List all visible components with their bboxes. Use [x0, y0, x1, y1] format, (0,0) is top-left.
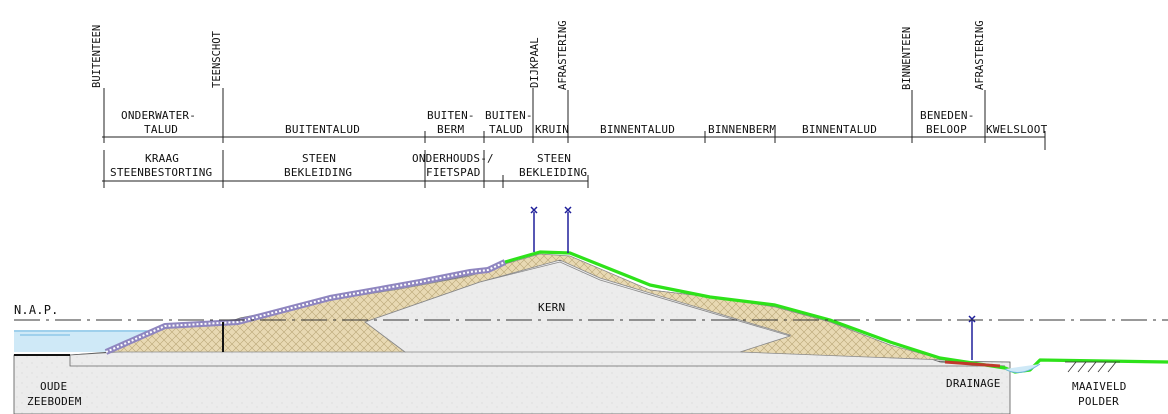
kwelsloot-water — [1004, 363, 1041, 374]
label-onderwatertalud-1: ONDERWATER- — [121, 109, 196, 122]
kern-region — [364, 261, 792, 353]
drainage — [944, 360, 1001, 368]
label-kraag-2: STEENBESTORTING — [110, 166, 212, 179]
label-steen-2: BEKLEIDING — [284, 166, 352, 179]
label-binnentalud-1: BINNENTALUD — [600, 123, 675, 136]
dimension-row-1: ONDERWATER- TALUD BUITENTALUD BUITEN- BE… — [102, 109, 1048, 150]
label-maaiveld-1: MAAIVELD — [1072, 380, 1127, 393]
label-buitentalud2-2: TALUD — [489, 123, 523, 136]
label-oude-zeebodem-1: OUDE — [40, 380, 67, 393]
label-buitentalud: BUITENTALUD — [285, 123, 360, 136]
label-steen2-2: BEKLEIDING — [519, 166, 587, 179]
label-onderwatertalud-2: TALUD — [144, 123, 178, 136]
label-buitenteen: BUITENTEEN — [91, 25, 103, 88]
label-afrastering-right: AFRASTERING — [974, 20, 986, 90]
label-afrastering-left: AFRASTERING — [557, 20, 569, 90]
label-buitenberm-2: BERM — [437, 123, 464, 136]
label-binnentalud-2: BINNENTALUD — [802, 123, 877, 136]
label-buitentalud2-1: BUITEN- — [485, 109, 533, 122]
label-steen2-1: STEEN — [537, 152, 571, 165]
label-onderhoudspad-2: FIETSPAD — [426, 166, 481, 179]
label-binnenberm: BINNENBERM — [708, 123, 776, 136]
label-kruin: KRUIN — [535, 123, 569, 136]
label-kraag-1: KRAAG — [145, 152, 179, 165]
label-maaiveld-2: POLDER — [1078, 395, 1119, 408]
label-kern: KERN — [538, 301, 565, 314]
label-benedenbeloop-1: BENEDEN- — [920, 109, 975, 122]
label-oude-zeebodem-2: ZEEBODEM — [27, 395, 82, 408]
label-dijkpaal: DIJKPAAL — [529, 37, 541, 88]
poles — [533, 212, 973, 360]
label-buitenberm-1: BUITEN- — [427, 109, 475, 122]
label-onderhoudspad-1: ONDERHOUDS-/ — [412, 152, 494, 165]
label-benedenbeloop-2: BELOOP — [926, 123, 967, 136]
label-drainage: DRAINAGE — [946, 377, 1001, 390]
label-nap: N.A.P. — [14, 303, 59, 317]
label-teenschot: TEENSCHOT — [211, 30, 223, 88]
polder-ground — [1065, 361, 1120, 373]
label-steen-1: STEEN — [302, 152, 336, 165]
pole-marks — [530, 206, 976, 323]
label-kwelsloot: KWELSLOOT — [986, 123, 1048, 136]
dimension-row-2: KRAAG STEENBESTORTING STEEN BEKLEIDING O… — [102, 150, 589, 188]
label-binnenteen: BINNENTEEN — [901, 27, 913, 90]
